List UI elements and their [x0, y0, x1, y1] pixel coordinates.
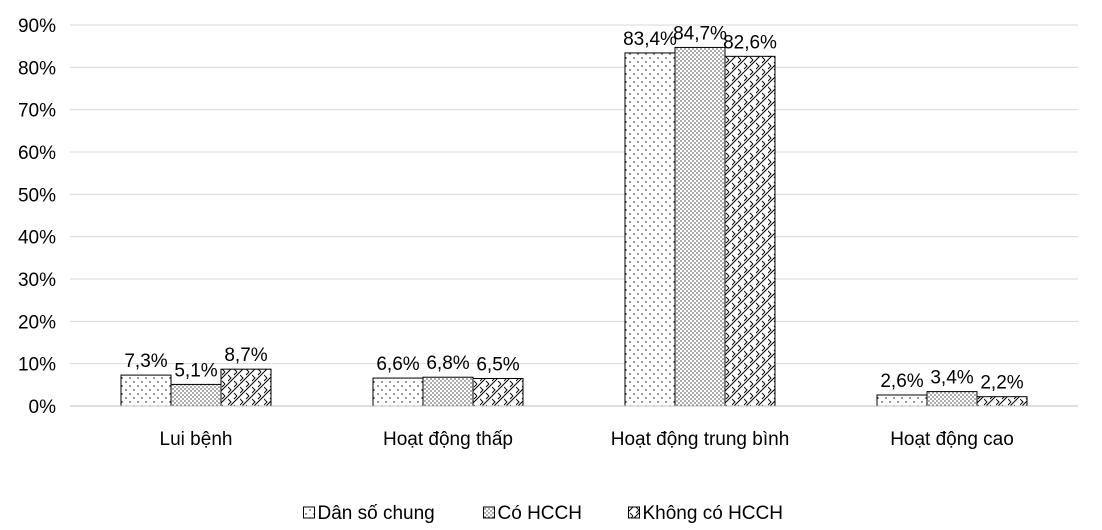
x-category-label: Hoạt động thấp	[383, 429, 513, 450]
y-tick-label: 10%	[18, 355, 56, 376]
legend-label: Có HCCH	[498, 503, 582, 524]
data-label: 84,7%	[673, 23, 727, 44]
y-tick-label: 80%	[18, 58, 56, 79]
bar	[926, 391, 978, 407]
y-tick-label: 30%	[18, 270, 56, 291]
bar	[976, 396, 1028, 407]
bar	[372, 377, 424, 407]
bar	[120, 374, 172, 407]
legend-label: Không có HCCH	[643, 503, 783, 524]
bar	[170, 383, 222, 407]
y-axis: 0% 10% 20% 30% 40% 50% 60% 70% 80% 90%	[18, 16, 56, 418]
data-label: 82,6%	[723, 32, 777, 53]
legend-label: Dân số chung	[318, 503, 435, 524]
legend: Dân số chung Có HCCH Không có HCCH	[303, 503, 783, 524]
y-tick-label: 50%	[18, 185, 56, 206]
y-tick-label: 20%	[18, 312, 56, 333]
bar	[422, 376, 474, 407]
data-label: 2,2%	[980, 373, 1023, 394]
y-tick-label: 0%	[29, 397, 57, 418]
legend-swatch	[483, 506, 495, 519]
bar	[220, 368, 272, 407]
bar	[624, 52, 676, 407]
bar	[674, 46, 726, 407]
data-label: 6,5%	[476, 354, 519, 375]
x-axis: Lui bệnh Hoạt động thấp Hoạt động trung bì…	[70, 405, 1078, 450]
x-category-label: Lui bệnh	[160, 429, 233, 450]
gridlines	[70, 24, 1078, 365]
data-label: 3,4%	[930, 368, 973, 389]
data-label: 2,6%	[880, 371, 923, 392]
data-labels: 7,3% 5,1% 8,7% 6,6% 6,8% 6,5% 83,4%84,7%82,6% 2…	[124, 23, 1023, 393]
legend-swatch	[628, 506, 640, 519]
data-label: 83,4%	[623, 29, 677, 50]
legend-swatch	[303, 506, 315, 519]
y-tick-label: 60%	[18, 143, 56, 164]
bars	[120, 46, 1028, 407]
x-category-label: Hoạt động trung bình	[611, 429, 790, 450]
data-label: 7,3%	[124, 351, 167, 372]
data-label: 5,1%	[174, 360, 217, 381]
bar	[472, 377, 524, 407]
data-label: 6,8%	[426, 353, 469, 374]
data-label: 8,7%	[224, 345, 267, 366]
x-category-label: Hoạt động cao	[890, 429, 1014, 450]
y-tick-label: 90%	[18, 16, 56, 37]
y-tick-label: 70%	[18, 101, 56, 122]
y-tick-label: 40%	[18, 228, 56, 249]
bar	[876, 394, 928, 407]
bar	[724, 55, 776, 407]
data-label: 6,6%	[376, 354, 419, 375]
